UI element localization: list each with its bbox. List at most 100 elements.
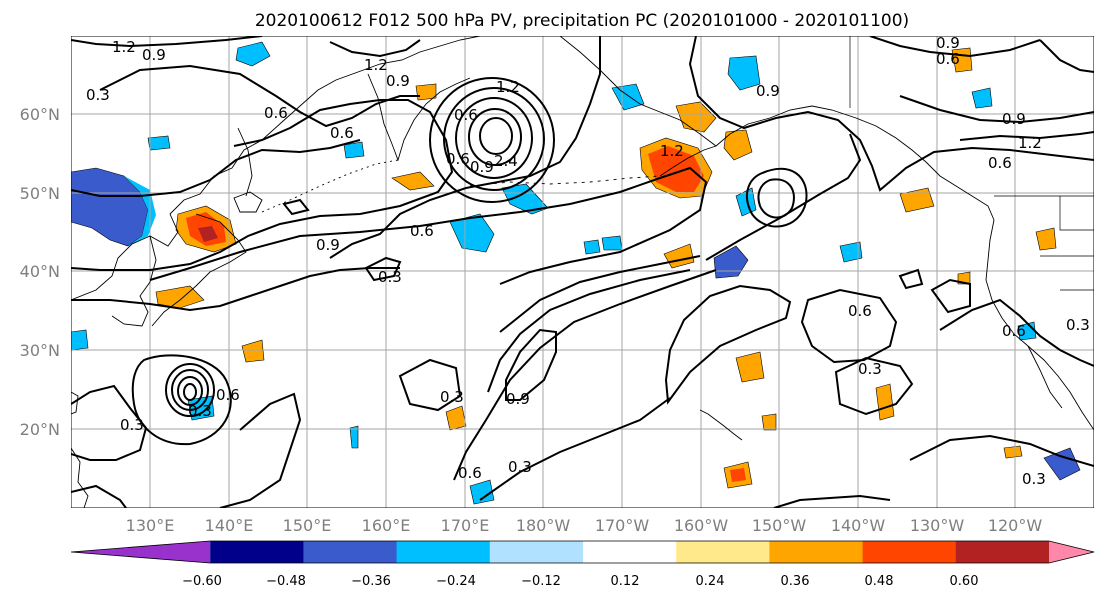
- contour-label: 1.2: [1018, 134, 1042, 152]
- colorbar-tick-label: 0.48: [865, 574, 894, 589]
- contour-label: 0.3: [1022, 470, 1046, 488]
- graticule: [71, 36, 1094, 508]
- colorbar-outline: [70, 540, 1095, 564]
- precip-patch: [761, 413, 777, 431]
- lon-label: 140°W: [831, 516, 886, 535]
- precip-patch: [583, 239, 601, 255]
- lat-label: 40°N: [20, 262, 60, 281]
- colorbar-swatch: [583, 541, 677, 563]
- contour-label: 0.6: [1002, 322, 1026, 340]
- lon-label: 150°W: [752, 516, 807, 535]
- contour-label: 1.2: [112, 38, 136, 56]
- lon-label: 170°E: [441, 516, 490, 535]
- colorbar-extend-low: [71, 541, 211, 563]
- precip-patch: [187, 395, 215, 421]
- precip-patch: [1035, 227, 1057, 251]
- precip-patch: [1003, 445, 1023, 459]
- contour-label: 0.9: [316, 236, 340, 254]
- lon-label: 160°W: [674, 516, 729, 535]
- colorbar-tick-label: 0.24: [696, 574, 725, 589]
- precip-patch: [445, 405, 467, 431]
- precip-patch: [601, 235, 623, 251]
- contour-label-layer: 1.2 0.9 0.3 0.6 1.2 0.9 0.6 1.2 0.6 0.6 …: [86, 36, 1090, 488]
- lon-label: 140°E: [205, 516, 254, 535]
- pv-contour-ring: [183, 383, 197, 401]
- precip-negative-shading: [71, 41, 1081, 505]
- pv-contour: [71, 99, 454, 271]
- colorbar-swatch: [862, 541, 957, 563]
- precip-patch: [735, 351, 765, 383]
- colorbar-swatch: [955, 541, 1050, 563]
- pv-contour-ring: [171, 369, 209, 411]
- precip-patch: [241, 339, 265, 363]
- coastline-alaska-peninsula: [659, 145, 717, 177]
- border-canada: [849, 36, 1094, 291]
- lon-label: 120°W: [988, 516, 1043, 535]
- contour-label: 0.9: [470, 158, 494, 176]
- pv-contour: [453, 269, 717, 481]
- colorbar: −0.60 −0.48 −0.36 −0.24 −0.12 0.12 0.24 …: [70, 540, 1095, 589]
- lat-label: 50°N: [20, 184, 60, 203]
- pv-contour: [869, 36, 1041, 58]
- pv-contour: [71, 139, 361, 197]
- colorbar-tick-label: −0.12: [521, 574, 561, 589]
- coastline-alaska: [559, 36, 995, 221]
- coastline-taiwan: [71, 391, 79, 415]
- pv-contour: [834, 356, 914, 416]
- pv-contours: [71, 36, 1094, 508]
- figure-title: 2020100612 F012 500 hPa PV, precipitatio…: [255, 11, 909, 31]
- lon-label: 130°W: [910, 516, 965, 535]
- pv-contour: [329, 39, 421, 58]
- precip-patch: [343, 141, 365, 159]
- pv-contour: [487, 269, 691, 393]
- precip-patch: [449, 213, 495, 253]
- precip-patch: [723, 129, 753, 161]
- lon-label: 150°E: [283, 516, 332, 535]
- colorbar-swatch: [676, 541, 770, 563]
- contour-label: 2.4: [494, 152, 518, 170]
- coastline-baja: [1027, 345, 1063, 409]
- pv-contour: [398, 358, 462, 412]
- pv-contour: [364, 256, 402, 282]
- colorbar-swatch: [303, 541, 398, 563]
- colorbar-tick-labels: −0.60 −0.48 −0.36 −0.24 −0.12 0.12 0.24 …: [182, 574, 978, 589]
- precip-patch: [198, 226, 218, 242]
- pv-contour-ring: [177, 376, 203, 406]
- contour-label: 0.6: [410, 222, 434, 240]
- precip-patch: [713, 245, 749, 279]
- pv-contour: [71, 267, 400, 312]
- coastline-na-west: [985, 219, 1094, 431]
- colorbar-tick-label: −0.36: [351, 574, 391, 589]
- precip-patch: [349, 425, 359, 449]
- contour-label: 0.3: [1066, 316, 1090, 334]
- coastline-philippines: [71, 447, 89, 508]
- colorbar-tick-label: −0.60: [182, 574, 222, 589]
- coastline-japan: [151, 213, 247, 327]
- precip-patch: [469, 479, 495, 505]
- coastline-kuril: [261, 159, 399, 213]
- colorbar-tick-label: 0.36: [781, 574, 810, 589]
- contour-label: 1.2: [364, 56, 388, 74]
- contour-label: 0.3: [858, 360, 882, 378]
- pv-contour-ring: [165, 363, 215, 417]
- coastline-hawaii: [699, 409, 743, 441]
- contour-label: 0.3: [440, 388, 464, 406]
- pv-contour: [282, 198, 310, 216]
- pv-contour: [329, 36, 601, 259]
- colorbar-tick-label: 0.12: [611, 574, 640, 589]
- lat-label: 20°N: [20, 420, 60, 439]
- precip-patch: [147, 135, 171, 151]
- pv-contour: [939, 298, 1094, 367]
- contour-label: 0.6: [988, 154, 1012, 172]
- contour-label: 0.6: [330, 124, 354, 142]
- contour-label: 0.6: [936, 50, 960, 68]
- precip-patch: [730, 468, 746, 482]
- pv-contour: [71, 384, 148, 461]
- colorbar-tick-label: −0.48: [266, 574, 306, 589]
- pv-contour: [99, 64, 420, 128]
- precip-patch: [391, 171, 435, 191]
- contour-label: 0.9: [386, 72, 410, 90]
- pv-contour: [688, 36, 1094, 192]
- contour-label: 0.6: [446, 150, 470, 168]
